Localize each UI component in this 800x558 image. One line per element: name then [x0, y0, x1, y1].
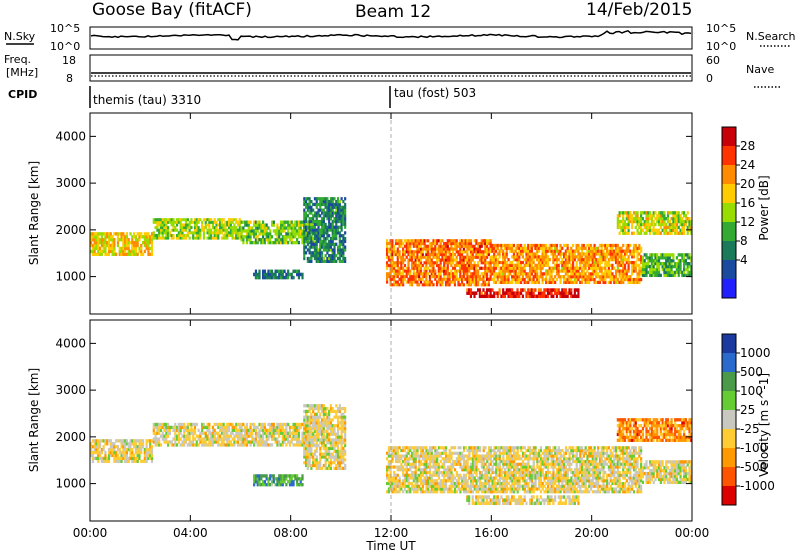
x-tick-label: 00:00 — [73, 526, 108, 540]
nave-right-top-tick: 60 — [706, 54, 720, 67]
velocity-colorbar-segment — [722, 372, 736, 392]
power-colorbar-tick: 12 — [740, 215, 755, 229]
date-title: 14/Feb/2015 — [586, 0, 692, 20]
power-echo-band — [466, 288, 579, 298]
x-tick-label: 12:00 — [374, 526, 409, 540]
power-echo-band — [303, 197, 346, 263]
velocity-colorbar-segment — [722, 410, 736, 430]
power-colorbar-segment — [722, 127, 736, 147]
velocity-echo-band — [386, 446, 642, 493]
cpid-label: CPID — [8, 88, 37, 101]
nsearch-label: N.Search — [746, 30, 796, 43]
power-colorbar-segment — [722, 184, 736, 204]
noise-panel: N.Sky 10^5 10^0 10^5 10^0 N.Search — [4, 22, 796, 53]
velocity-echo-band — [90, 439, 153, 463]
noise-right-top-tick: 10^5 — [706, 22, 736, 35]
power-ytick-label: 3000 — [55, 176, 86, 190]
velocity-echo-band — [153, 423, 316, 447]
noise-right-bottom-tick: 10^0 — [706, 40, 736, 53]
power-colorbar-segment — [722, 222, 736, 242]
freq-left-bottom-tick: 8 — [66, 72, 73, 85]
noise-left-top-tick: 10^5 — [50, 22, 80, 35]
power-colorbar-tick: 28 — [740, 139, 755, 153]
power-colorbar-segment — [722, 165, 736, 185]
freq-unit: [MHz] — [6, 66, 38, 79]
power-colorbar-tick: 4 — [740, 253, 748, 267]
velocity-echo-band — [253, 474, 304, 486]
velocity-colorbar-segment — [722, 486, 736, 506]
power-echo-band — [386, 239, 492, 286]
power-echo-band — [491, 244, 642, 284]
power-echo-band — [617, 211, 693, 235]
velocity-colorbar-segment — [722, 353, 736, 373]
noise-trace — [91, 31, 691, 40]
nsky-label: N.Sky — [4, 30, 36, 43]
velocity-colorbar-segment — [722, 429, 736, 449]
power-panel: 1000 2000 3000 4000 Slant Range [km] 28 24 20… — [27, 113, 771, 314]
power-colorbar-tick: 8 — [740, 234, 748, 248]
velocity-ytick-label: 4000 — [55, 336, 86, 350]
x-axis-label: Time UT — [365, 539, 416, 553]
power-ytick-label: 4000 — [55, 129, 86, 143]
power-colorbar-label: Power [dB] — [757, 175, 771, 240]
velocity-ytick-label: 2000 — [55, 430, 86, 444]
power-ytick-label: 1000 — [55, 270, 86, 284]
velocity-colorbar-label: Velocity [m s^-1] — [757, 373, 771, 477]
power-colorbar-segment — [722, 279, 736, 299]
power-echo-band — [90, 232, 153, 256]
nave-right-bottom-tick: 0 — [706, 72, 713, 85]
power-echo-band — [253, 270, 304, 280]
freq-panel: Freq. [MHz] 18 8 60 0 Nave — [4, 53, 780, 87]
x-tick-label: 04:00 — [173, 526, 208, 540]
velocity-colorbar-segment — [722, 467, 736, 487]
velocity-echo-band — [466, 495, 579, 505]
freq-label: Freq. — [4, 53, 31, 66]
velocity-echo-band — [303, 404, 346, 470]
freq-left-top-tick: 18 — [62, 54, 76, 67]
nave-label: Nave — [746, 63, 774, 76]
power-ylabel: Slant Range [km] — [27, 161, 41, 265]
beam-title: Beam 12 — [355, 2, 431, 22]
velocity-colorbar-tick: 1000 — [740, 346, 771, 360]
power-colorbar-tick: 24 — [740, 158, 755, 172]
velocity-echo-band — [617, 418, 693, 442]
power-echo-band — [642, 253, 693, 277]
x-tick-label: 16:00 — [474, 526, 509, 540]
velocity-colorbar-segment — [722, 334, 736, 354]
power-colorbar-segment — [722, 241, 736, 261]
noise-left-bottom-tick: 10^0 — [50, 40, 80, 53]
cpid-mode-1: themis (tau) 3310 — [93, 93, 201, 107]
power-colorbar-tick: 20 — [740, 177, 755, 191]
velocity-colorbar-tick: -1000 — [740, 479, 775, 493]
x-tick-label: 00:00 — [675, 526, 710, 540]
velocity-colorbar-tick: 25 — [740, 403, 755, 417]
cpid-row: CPID themis (tau) 3310 tau (fost) 503 — [8, 86, 476, 108]
velocity-ylabel: Slant Range [km] — [27, 368, 41, 472]
power-colorbar-segment — [722, 146, 736, 166]
cpid-mode-2: tau (fost) 503 — [394, 86, 476, 100]
velocity-ytick-label: 1000 — [55, 477, 86, 491]
power-ytick-label: 2000 — [55, 223, 86, 237]
x-tick-label: 20:00 — [574, 526, 609, 540]
power-echo-band — [153, 218, 241, 239]
power-colorbar-tick: 16 — [740, 196, 755, 210]
x-tick-label: 08:00 — [273, 526, 308, 540]
velocity-colorbar-segment — [722, 391, 736, 411]
station-title: Goose Bay (fitACF) — [92, 0, 252, 20]
velocity-ytick-label: 3000 — [55, 383, 86, 397]
velocity-colorbar-segment — [722, 448, 736, 468]
velocity-echo-band — [642, 460, 693, 484]
power-colorbar-segment — [722, 203, 736, 223]
power-colorbar-segment — [722, 260, 736, 280]
